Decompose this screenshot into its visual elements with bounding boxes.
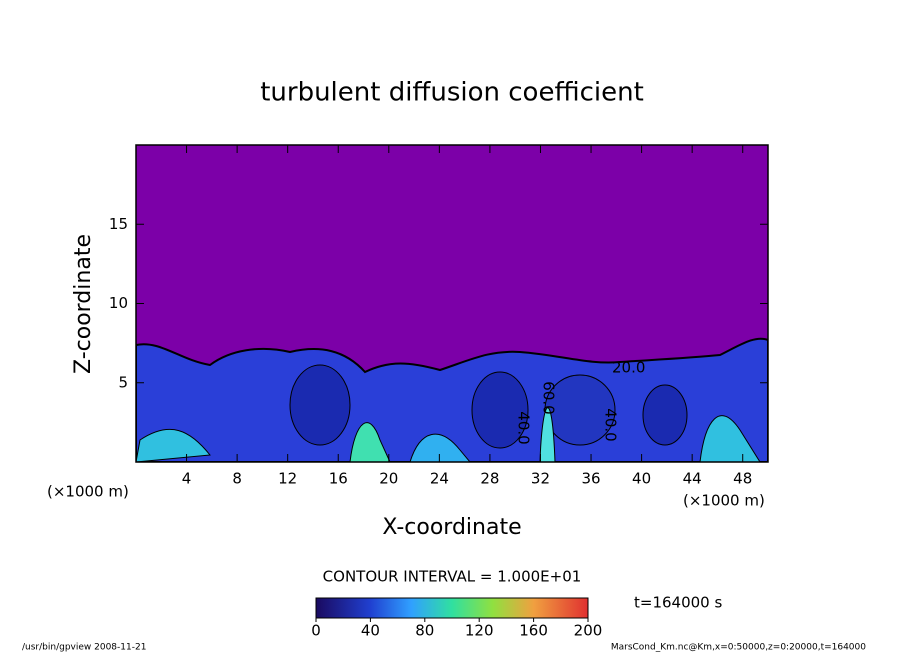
colorbar-tick-label: 80 [415, 622, 434, 640]
chart-title: turbulent diffusion coefficient [260, 78, 644, 108]
colorbar-tick-label: 160 [519, 622, 548, 640]
x-tick-label: 20 [379, 470, 398, 488]
y-tick-label: 15 [109, 215, 128, 233]
x-tick-label: 24 [430, 470, 449, 488]
footer-right: MarsCond_Km.nc@Km,x=0:50000,z=0:20000,t=… [611, 643, 866, 653]
contour-label: 40.0 [602, 408, 620, 441]
x-tick-label: 16 [329, 470, 348, 488]
contour-label: 60.0 [540, 381, 558, 414]
axis-unit: (×1000 m) [683, 492, 765, 510]
colorbar-tick-label: 40 [361, 622, 380, 640]
colorbar-tick-label: 0 [311, 622, 321, 640]
colorbar-tick-label: 200 [574, 622, 603, 640]
contour-label: 20.0 [612, 359, 645, 377]
time-label: t=164000 s [634, 594, 722, 612]
colorbar-tick-label: 120 [465, 622, 494, 640]
x-axis-label: X-coordinate [382, 515, 521, 540]
x-tick-label: 44 [683, 470, 702, 488]
contour-interval: CONTOUR INTERVAL = 1.000E+01 [323, 568, 582, 586]
contour-field [136, 145, 768, 462]
x-tick-label: 4 [182, 470, 192, 488]
x-tick-label: 48 [733, 470, 752, 488]
y-axis-label: Z-coordinate [71, 234, 96, 374]
colorbar [315, 597, 589, 619]
axis-unit: (×1000 m) [47, 483, 129, 501]
x-tick-label: 32 [531, 470, 550, 488]
x-tick-label: 28 [480, 470, 499, 488]
x-tick-label: 8 [232, 470, 242, 488]
x-tick-label: 40 [632, 470, 651, 488]
y-tick-label: 10 [109, 294, 128, 312]
contour-label: 40.0 [515, 411, 533, 444]
x-tick-label: 12 [278, 470, 297, 488]
footer-left: /usr/bin/gpview 2008-11-21 [22, 643, 146, 653]
y-tick-label: 5 [118, 373, 128, 391]
x-tick-label: 36 [581, 470, 600, 488]
